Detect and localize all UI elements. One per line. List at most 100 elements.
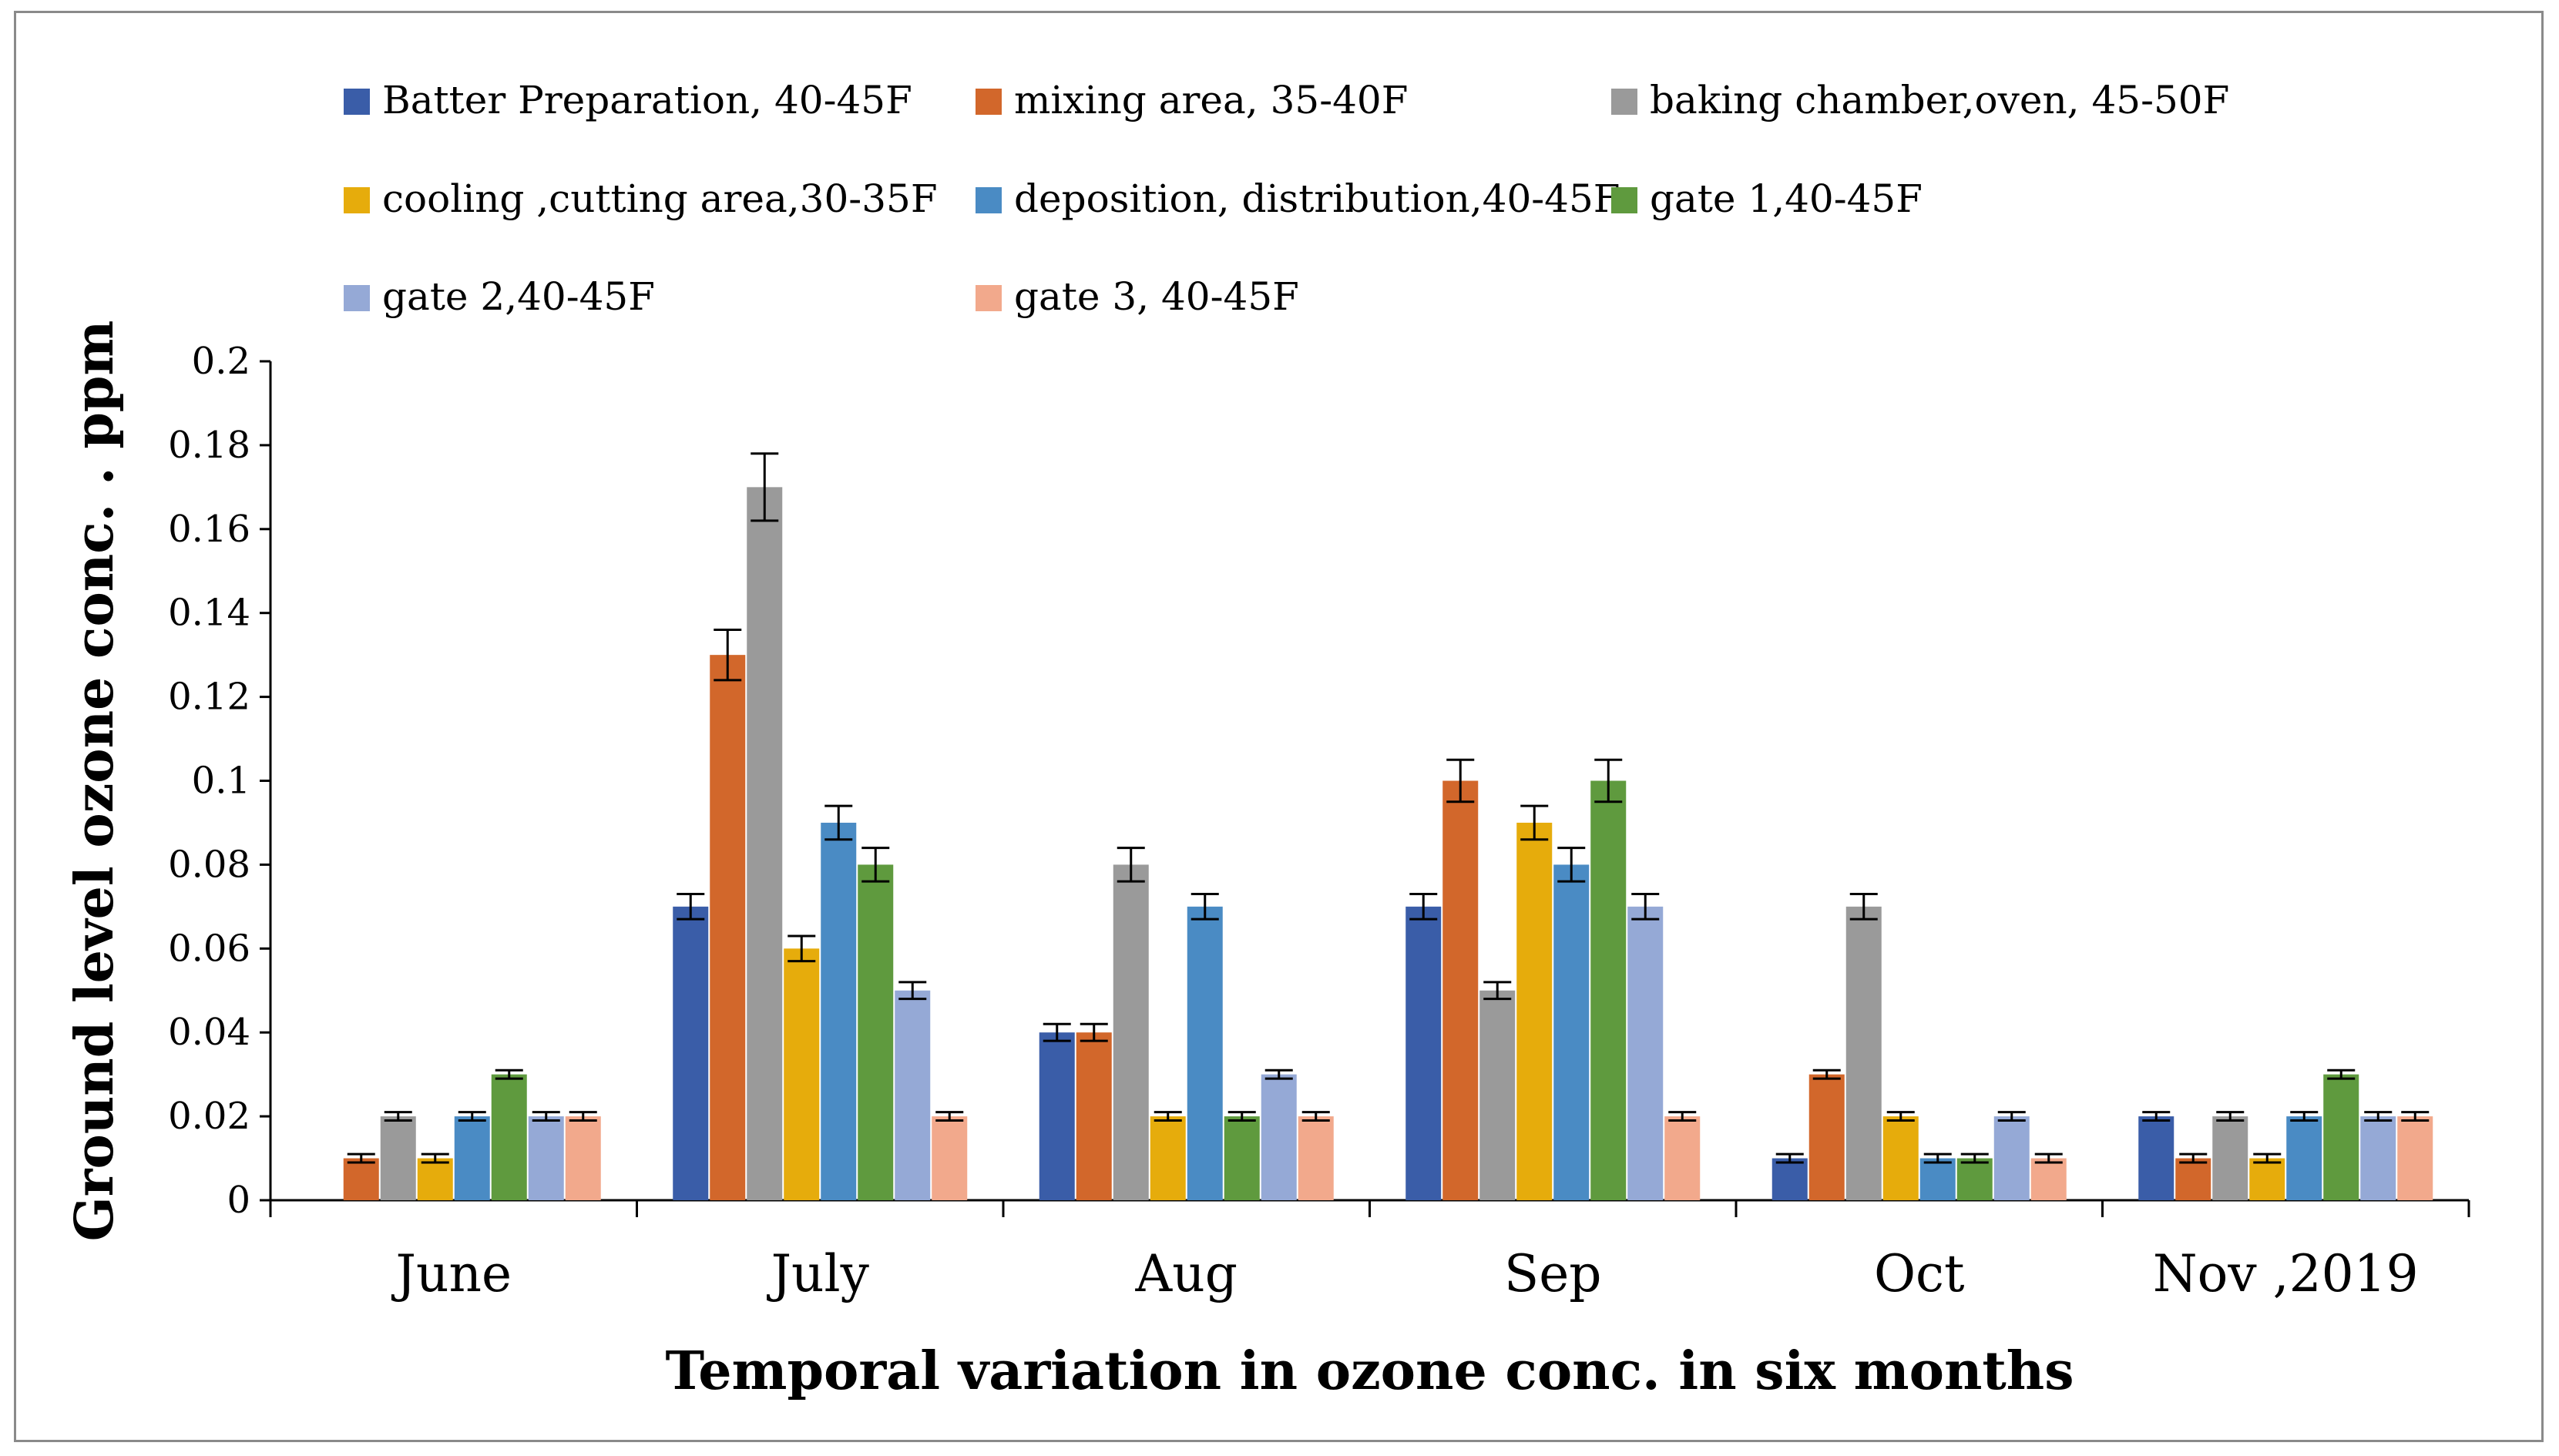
error-bar — [1080, 1022, 1108, 1042]
error-bar — [1446, 758, 1475, 803]
bar — [1039, 1032, 1075, 1200]
bar — [1956, 1158, 1993, 1200]
bar — [1076, 1032, 1112, 1200]
bar — [2030, 1158, 2067, 1200]
y-ticks: 0 0.02 0.04 0.06 0.08 0.1 0.12 0.14 0.16 0.18 0.2 — [168, 340, 270, 1222]
error-bar — [2142, 1111, 2171, 1122]
legend-label: mixing area, 35-40F — [1014, 78, 1408, 122]
bar — [1627, 906, 1664, 1200]
bar — [417, 1158, 453, 1200]
error-bar — [384, 1111, 412, 1122]
x-category-label: July — [767, 1244, 870, 1303]
y-tick-label: 0.18 — [168, 424, 250, 467]
error-bar — [2253, 1152, 2282, 1164]
error-bar — [1227, 1111, 1256, 1122]
error-bar — [1154, 1111, 1182, 1122]
x-category-label: Nov ,2019 — [2153, 1244, 2419, 1303]
error-bar — [2179, 1152, 2208, 1164]
error-bar — [2034, 1152, 2063, 1164]
legend-swatch — [1611, 187, 1637, 213]
y-axis-title: Ground level ozone conc. . ppm — [64, 320, 126, 1242]
bar — [2212, 1116, 2248, 1200]
legend-label: gate 2,40-45F — [382, 274, 655, 319]
legend-item: mixing area, 35-40F — [976, 78, 1408, 122]
legend-swatch — [344, 89, 370, 115]
error-bar — [788, 934, 816, 963]
error-bar — [2327, 1069, 2356, 1080]
x-category-label: June — [391, 1244, 512, 1303]
bar — [1298, 1116, 1334, 1200]
bar — [491, 1074, 527, 1200]
legend-swatch — [976, 285, 1002, 311]
bar — [2397, 1116, 2433, 1200]
y-tick-label: 0.14 — [168, 592, 250, 635]
bar — [932, 1116, 968, 1200]
y-tick-label: 0.04 — [168, 1011, 250, 1054]
x-axis-title: Temporal variation in ozone conc. in six… — [665, 1340, 2074, 1402]
y-tick-label: 0.02 — [168, 1095, 250, 1138]
bar — [2138, 1116, 2174, 1200]
legend-swatch — [344, 187, 370, 213]
legend-swatch — [976, 89, 1002, 115]
bar — [710, 655, 746, 1200]
bar — [454, 1116, 490, 1200]
error-bar — [751, 452, 779, 522]
error-bar — [714, 628, 742, 682]
error-bar — [1849, 893, 1878, 921]
x-category-label: Oct — [1874, 1244, 1965, 1303]
x-category-labels: June July Aug Sep Oct Nov ,2019 — [269, 1200, 2470, 1303]
bar — [1993, 1116, 2030, 1200]
bar — [1479, 990, 1516, 1200]
error-bar — [861, 847, 890, 883]
y-tick-label: 0.08 — [168, 843, 250, 886]
error-bar — [1191, 893, 1219, 921]
bar — [895, 990, 931, 1200]
legend-label: Batter Preparation, 40-45F — [382, 78, 912, 122]
error-bar — [1997, 1111, 2026, 1122]
bar — [1516, 822, 1553, 1200]
legend-swatch — [1611, 89, 1637, 115]
error-bar — [1668, 1111, 1697, 1122]
bar — [1882, 1116, 1919, 1200]
error-bar — [1923, 1152, 1952, 1164]
error-bar — [1409, 893, 1438, 921]
error-bar — [569, 1111, 597, 1122]
bar — [1442, 780, 1479, 1200]
error-bar — [1775, 1152, 1804, 1164]
bar — [821, 822, 857, 1200]
bar — [1553, 864, 1590, 1200]
chart-frame: Batter Preparation, 40-45F mixing area, 3… — [14, 11, 2544, 1442]
bar — [2175, 1158, 2211, 1200]
bar — [1187, 906, 1223, 1200]
legend-item: cooling ,cutting area,30-35F — [344, 176, 938, 221]
bar — [2249, 1158, 2285, 1200]
error-bar — [1594, 758, 1623, 803]
error-bar — [1043, 1022, 1071, 1042]
error-bar — [1886, 1111, 1915, 1122]
bar — [1405, 906, 1442, 1200]
error-bar — [1960, 1152, 1989, 1164]
bar — [784, 948, 820, 1200]
y-tick-label: 0.06 — [168, 927, 250, 970]
bar — [1771, 1158, 1808, 1200]
error-bar — [2364, 1111, 2393, 1122]
y-tick-label: 0.2 — [192, 340, 250, 383]
error-bar — [1812, 1069, 1841, 1080]
error-bar — [935, 1111, 964, 1122]
legend-item: gate 1,40-45F — [1611, 176, 1923, 221]
legend-swatch — [976, 187, 1002, 213]
legend-label: cooling ,cutting area,30-35F — [382, 176, 938, 221]
legend-label: gate 1,40-45F — [1650, 176, 1923, 221]
legend-item: gate 3, 40-45F — [976, 274, 1299, 319]
legend-label: gate 3, 40-45F — [1014, 274, 1299, 319]
legend-item: baking chamber,oven, 45-50F — [1611, 78, 2229, 122]
error-bar — [2290, 1111, 2319, 1122]
legend-label: baking chamber,oven, 45-50F — [1650, 78, 2229, 122]
bars — [343, 452, 2433, 1200]
legend: Batter Preparation, 40-45F mixing area, 3… — [344, 78, 2229, 319]
legend-item: gate 2,40-45F — [344, 274, 655, 319]
legend-item: Batter Preparation, 40-45F — [344, 78, 912, 122]
bar — [1261, 1074, 1297, 1200]
bar — [2286, 1116, 2322, 1200]
error-bar — [1520, 804, 1549, 841]
